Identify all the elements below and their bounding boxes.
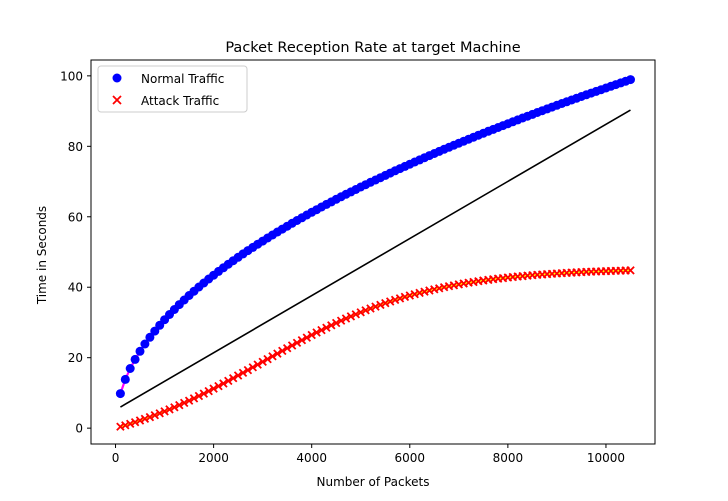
data-point: [322, 323, 331, 332]
data-point: [626, 75, 635, 85]
data-point: [243, 365, 253, 375]
axes-frame: [90, 59, 656, 445]
reference-line: [120, 109, 631, 408]
data-point: [150, 410, 160, 420]
data-point: [307, 330, 316, 340]
data-point: [140, 414, 150, 424]
y-axis-label: Time in Seconds: [35, 206, 49, 305]
data-point: [317, 325, 326, 335]
legend-marker-normal-traffic: [112, 73, 122, 83]
data-point: [336, 316, 346, 325]
data-point: [292, 338, 302, 348]
data-point: [282, 343, 292, 353]
data-point: [233, 371, 243, 380]
data-point: [224, 376, 233, 386]
data-point: [135, 346, 145, 356]
x-tick-label: 2000: [198, 451, 229, 465]
data-point: [263, 354, 272, 364]
x-tick-label: 8000: [493, 451, 524, 465]
data-point: [327, 321, 336, 330]
data-point: [248, 363, 258, 372]
data-point: [115, 389, 125, 399]
y-tick-label: 80: [68, 140, 83, 154]
x-tick-label: 6000: [395, 451, 426, 465]
data-point: [297, 335, 307, 345]
data-point: [371, 302, 380, 311]
legend-label-normal-traffic: Normal Traffic: [141, 72, 224, 86]
data-point: [189, 394, 199, 403]
data-point: [346, 312, 356, 321]
data-point: [331, 318, 341, 328]
data-point: [258, 357, 267, 367]
x-tick-label: 10000: [587, 451, 625, 465]
data-point: [165, 405, 174, 414]
data-point: [130, 354, 140, 364]
y-tick-label: 60: [68, 210, 83, 224]
plot-area: [115, 75, 635, 431]
data-point: [214, 381, 223, 391]
data-point: [356, 308, 365, 317]
data-point: [366, 304, 375, 313]
data-point: [170, 403, 179, 412]
data-point: [179, 398, 189, 408]
data-point: [385, 297, 395, 306]
data-point: [120, 374, 130, 384]
data-point: [175, 400, 184, 410]
series-attack-traffic: [116, 266, 635, 431]
x-axis-label: Number of Packets: [317, 475, 430, 489]
data-point: [125, 419, 135, 429]
data-point: [204, 386, 213, 396]
data-point: [199, 389, 209, 398]
data-point: [395, 294, 405, 303]
data-point: [121, 421, 130, 430]
y-tick-label: 100: [60, 69, 83, 83]
data-point: [390, 295, 400, 305]
data-point: [116, 422, 125, 431]
data-point: [184, 396, 194, 405]
data-point: [312, 328, 321, 337]
data-point: [273, 349, 282, 358]
data-point: [145, 412, 155, 422]
x-tick-label: 4000: [296, 451, 327, 465]
y-tick-label: 40: [68, 281, 83, 295]
data-point: [194, 391, 204, 401]
legend: Normal Traffic Attack Traffic: [97, 65, 248, 113]
data-point: [341, 314, 351, 323]
data-point: [268, 352, 277, 361]
legend-marker-attack-traffic: [112, 95, 122, 105]
data-point: [302, 333, 312, 342]
data-point: [278, 346, 287, 356]
data-point: [228, 373, 238, 383]
data-point: [155, 409, 164, 418]
data-point: [351, 310, 361, 319]
data-point: [238, 368, 248, 378]
y-tick-label: 0: [75, 422, 83, 436]
legend-box: [97, 65, 248, 113]
data-point: [219, 379, 228, 388]
data-point: [381, 298, 390, 308]
chart-title: Packet Reception Rate at target Machine: [225, 40, 520, 56]
axes: 0 2000 4000 6000 8000 10000 0 20 40 60 80 100: [60, 59, 656, 465]
data-point: [287, 341, 297, 350]
x-tick-label: 0: [112, 451, 120, 465]
data-point: [140, 339, 150, 349]
data-point: [145, 332, 155, 342]
data-point: [125, 364, 135, 373]
legend-label-attack-traffic: Attack Traffic: [141, 94, 219, 108]
data-point: [160, 407, 169, 416]
data-point: [626, 266, 635, 275]
data-point: [253, 360, 262, 369]
series-normal-traffic: [115, 75, 635, 399]
data-point: [135, 416, 145, 425]
data-point: [130, 417, 140, 427]
y-tick-label: 20: [68, 351, 83, 365]
data-point: [361, 306, 370, 315]
data-point: [209, 384, 218, 393]
data-point: [400, 292, 410, 302]
data-point: [376, 300, 385, 310]
